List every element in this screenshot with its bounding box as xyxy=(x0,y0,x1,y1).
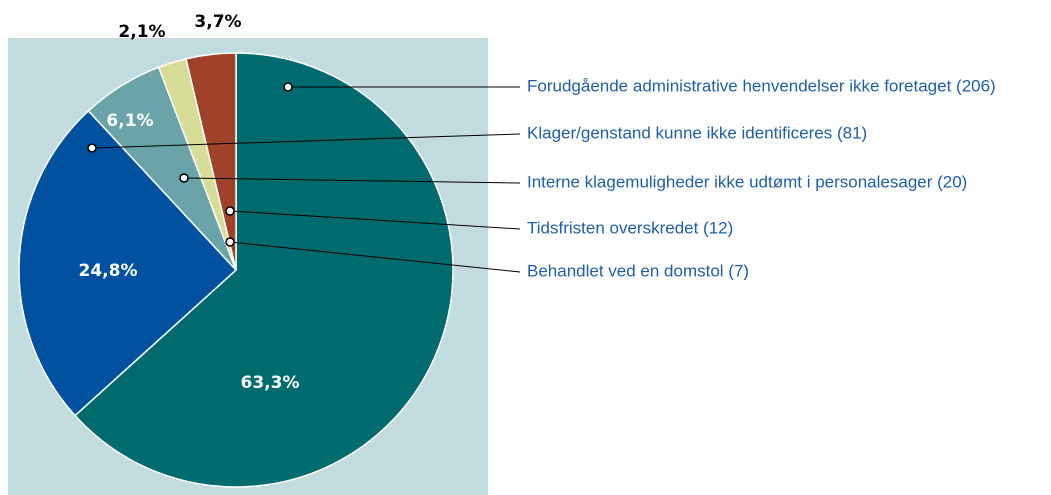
leader-dot xyxy=(283,82,293,92)
legend-label: Behandlet ved en domstol (7) xyxy=(527,261,749,280)
value-label: 2,1% xyxy=(118,22,165,42)
leader-dot xyxy=(87,143,97,153)
leader-line xyxy=(229,241,521,273)
leader-dot xyxy=(225,206,235,216)
leader-line xyxy=(183,177,521,184)
leader-dot xyxy=(179,173,189,183)
value-label: 24,8% xyxy=(79,261,138,281)
pie-slice xyxy=(73,52,454,488)
value-label: 3,7% xyxy=(194,12,241,32)
leader-line xyxy=(91,133,521,149)
pie-slice xyxy=(18,109,238,417)
legend-label: Klager/genstand kunne ikke identificeres… xyxy=(527,123,867,142)
leader-dot xyxy=(225,237,235,247)
legend-label: Interne klagemuligheder ikke udtømt i pe… xyxy=(527,172,967,191)
pie-slice xyxy=(185,52,237,271)
value-label: 6,1% xyxy=(106,111,153,131)
legend-label: Forudgående administrative henvendelser … xyxy=(527,76,996,95)
leader-line xyxy=(229,210,521,230)
value-label: 63,3% xyxy=(241,373,300,393)
legend-label: Tidsfristen overskredet (12) xyxy=(527,218,733,237)
